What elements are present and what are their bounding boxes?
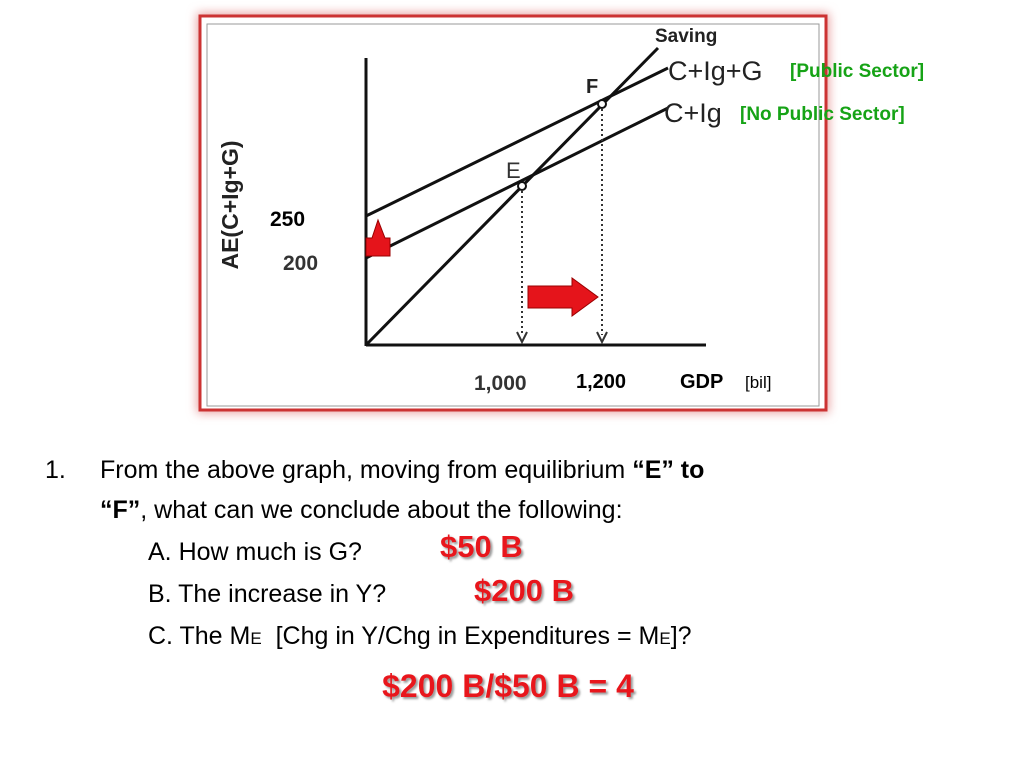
text: C. The M [148,622,250,650]
x-label: 1,200 [576,371,626,393]
answer: $200 B [474,573,574,608]
text: ]? [671,622,692,650]
bold-text: “E” to [632,456,704,484]
graph-lines [364,46,706,347]
answer: $50 B [440,529,523,564]
result: $200 B/$50 B = 4 [382,668,634,704]
curve-label: C+Ig [664,98,722,128]
question: 1. From the above graph, moving from equ… [45,456,704,704]
curve-note: [Public Sector] [790,61,924,82]
curve-note: [No Public Sector] [740,104,905,125]
bold-text: “F” [100,496,140,524]
point-e [517,181,527,191]
right-arrow [527,277,599,317]
x-label: 1,000 [474,372,527,395]
dotted-lines [521,104,603,335]
arrowheads [516,331,608,345]
x-axis-label: GDP [680,371,723,393]
saving-label: Saving [655,26,717,47]
curve-label: C+Ig+G [668,56,763,86]
item: B. The increase in Y? [148,580,386,608]
subscript: E [250,629,261,648]
question-line: From the above graph, moving from equili… [100,456,704,484]
point-f [597,99,607,109]
subscript: E [659,629,670,648]
item: C. The ME [Chg in Y/Chg in Expenditures … [148,622,692,650]
text: [Chg in Y/Chg in Expenditures = M [262,622,660,650]
point-label: E [506,158,521,183]
line-c-ig [365,106,669,260]
y-label: 200 [283,252,318,275]
y-label: 250 [270,208,305,231]
y-axis-label: AE(C+Ig+G) [217,140,243,269]
point-label: F [586,76,598,98]
up-arrow [365,218,391,257]
line-c-ig-g [365,66,669,218]
text: From the above graph, moving from equili… [100,456,632,484]
question-number: 1. [45,456,66,484]
x-axis-unit: [bil] [745,373,771,392]
question-line: “F”, what can we conclude about the foll… [100,496,623,524]
text: , what can we conclude about the followi… [140,496,622,524]
graph-inner [206,23,820,407]
item: A. How much is G? [148,538,362,566]
